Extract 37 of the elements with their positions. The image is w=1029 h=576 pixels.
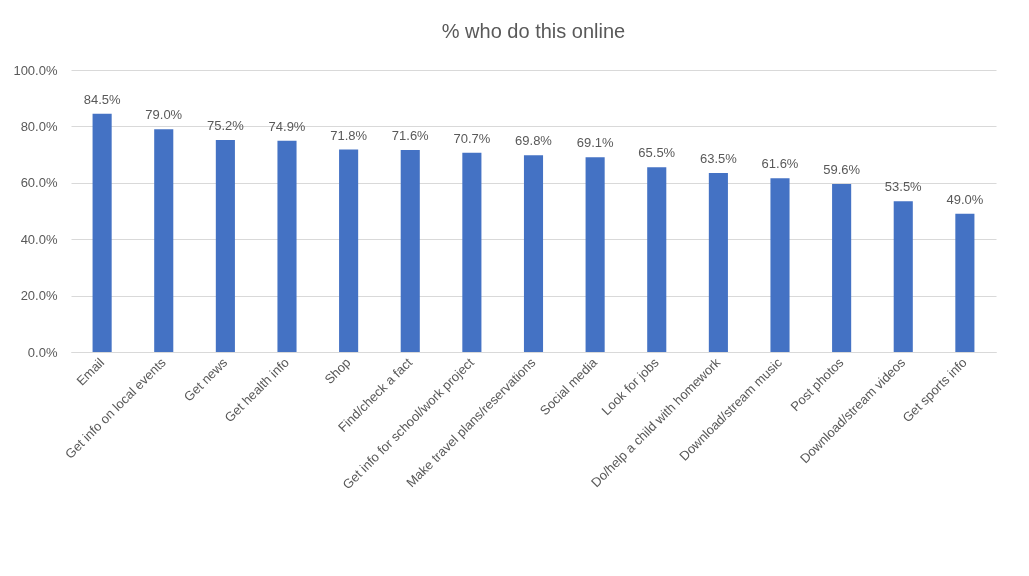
data-label: 69.8% <box>515 133 553 149</box>
data-label: 71.6% <box>391 128 430 144</box>
bar <box>215 139 235 352</box>
bar <box>339 149 359 352</box>
y-tick-label: 20.0% <box>20 288 58 304</box>
y-tick-label: 40.0% <box>20 231 58 247</box>
data-label: 74.9% <box>268 118 306 134</box>
data-label: 63.5% <box>699 150 738 166</box>
bar <box>523 155 544 352</box>
bar <box>462 152 482 352</box>
data-label: 71.8% <box>330 127 368 143</box>
bar <box>400 150 420 352</box>
data-label: 65.5% <box>638 145 676 161</box>
bar <box>647 167 667 352</box>
data-label: 70.7% <box>453 130 491 146</box>
data-label: 84.5% <box>83 91 121 107</box>
bar <box>708 172 728 352</box>
bar <box>277 140 297 352</box>
chart-title: % who do this online <box>441 20 626 42</box>
y-tick-label: 100.0% <box>13 62 58 78</box>
y-tick-label: 0.0% <box>27 344 58 360</box>
data-label: 59.6% <box>823 161 861 177</box>
bar <box>585 157 605 352</box>
bar <box>154 129 174 352</box>
bar <box>92 113 112 352</box>
data-label: 75.2% <box>206 117 245 133</box>
data-label: 79.0% <box>145 107 183 123</box>
bar <box>893 201 913 352</box>
bar <box>832 183 852 352</box>
bar <box>770 178 790 352</box>
y-tick-label: 60.0% <box>20 175 58 191</box>
data-label: 69.1% <box>576 135 614 151</box>
data-label: 61.6% <box>761 156 799 172</box>
data-label: 53.5% <box>884 179 923 195</box>
data-label: 49.0% <box>946 191 984 207</box>
bar <box>955 213 975 352</box>
y-tick-label: 80.0% <box>20 118 58 134</box>
